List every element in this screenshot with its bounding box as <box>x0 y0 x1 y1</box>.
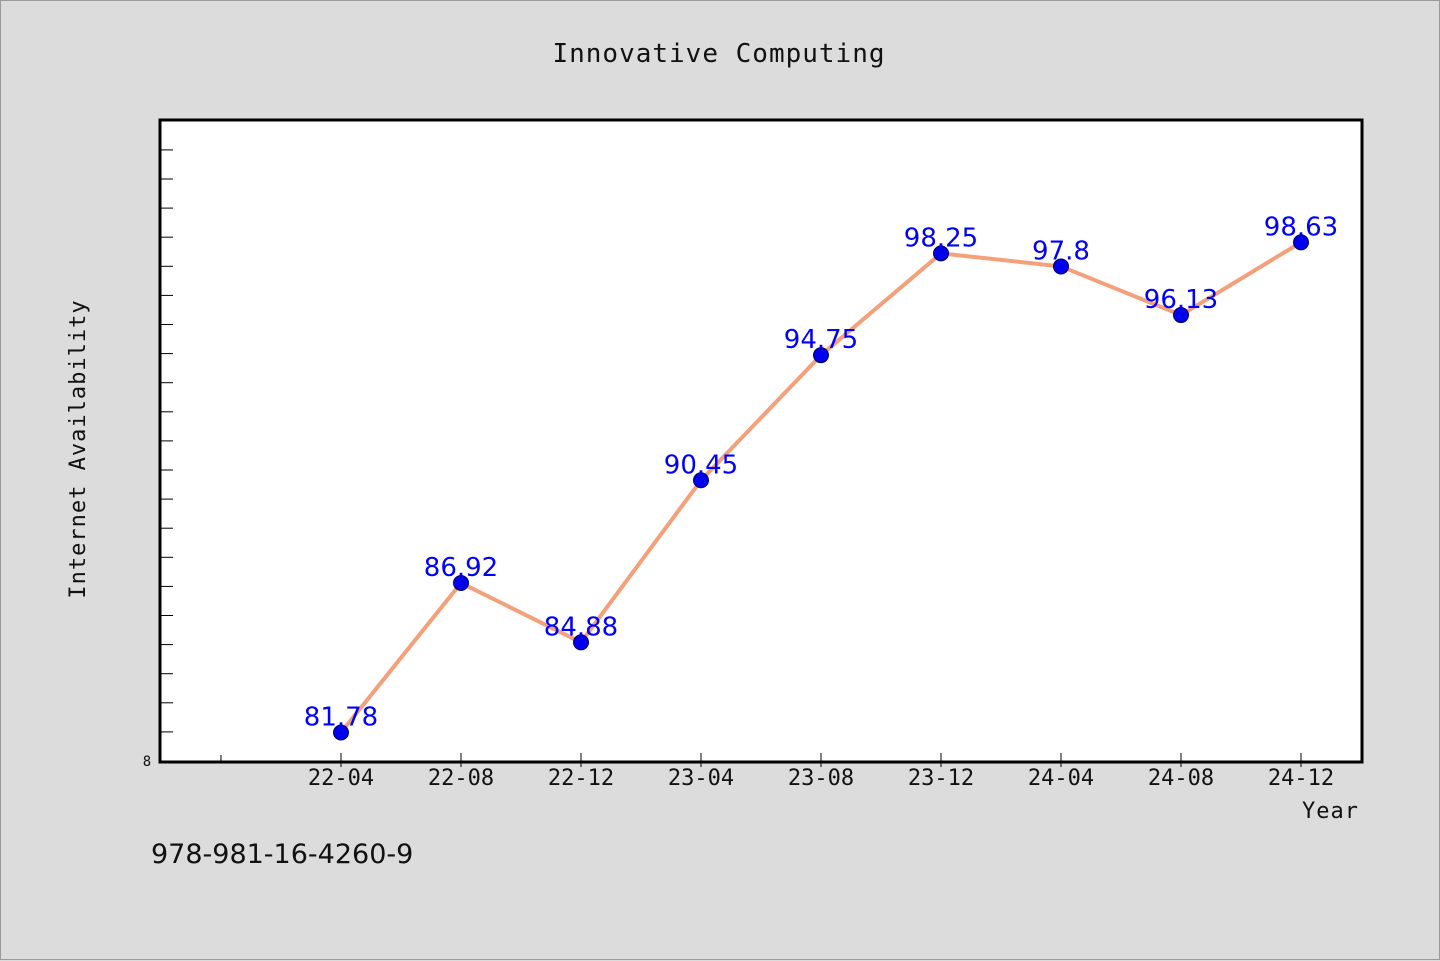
data-point <box>933 245 949 262</box>
x-tick-label: 22-08 <box>428 766 494 791</box>
data-label: 81.78 <box>304 702 378 732</box>
y-axis-label: Internet Availability <box>66 299 91 598</box>
data-label: 90.45 <box>664 450 738 480</box>
x-tick-label: 22-12 <box>548 766 614 791</box>
x-tick-label: 23-12 <box>908 766 974 791</box>
data-point <box>693 472 709 489</box>
data-point <box>1053 258 1069 275</box>
x-axis-ticks: 22-04 22-08 22-12 23-04 23-08 23-12 24-04 24-08… <box>220 753 1334 791</box>
x-tick-label: 24-12 <box>1268 766 1334 791</box>
data-point <box>813 347 829 364</box>
data-label: 84.88 <box>544 612 618 642</box>
data-label: 94.75 <box>784 325 858 355</box>
data-label: 96.13 <box>1144 285 1218 315</box>
data-label: 86.92 <box>424 553 498 583</box>
y-tick-label: 8 <box>143 754 151 770</box>
x-axis-label: Year <box>1302 799 1359 824</box>
data-label: 97.8 <box>1032 236 1090 266</box>
data-point <box>1173 307 1189 324</box>
x-tick-label: 23-04 <box>668 766 734 791</box>
isbn-text: 978-981-16-4260-9 <box>151 839 413 870</box>
x-tick-label: 23-08 <box>788 766 854 791</box>
data-label: 98.25 <box>904 223 978 253</box>
x-tick-label: 24-04 <box>1028 766 1094 791</box>
y-axis-ticks <box>161 149 173 762</box>
x-tick-label: 24-08 <box>1148 766 1214 791</box>
data-point <box>573 634 589 651</box>
data-point <box>453 574 469 591</box>
series-availability: 81.78 86.92 84.88 90.45 94.75 98.25 97.8 96.13 9… <box>304 212 1338 741</box>
chart-title: Innovative Computing <box>552 39 885 69</box>
data-point <box>333 724 349 741</box>
data-label: 98.63 <box>1264 212 1338 242</box>
plot-area <box>158 118 1364 764</box>
x-tick-label: 22-04 <box>308 766 374 791</box>
data-point <box>1293 234 1309 251</box>
